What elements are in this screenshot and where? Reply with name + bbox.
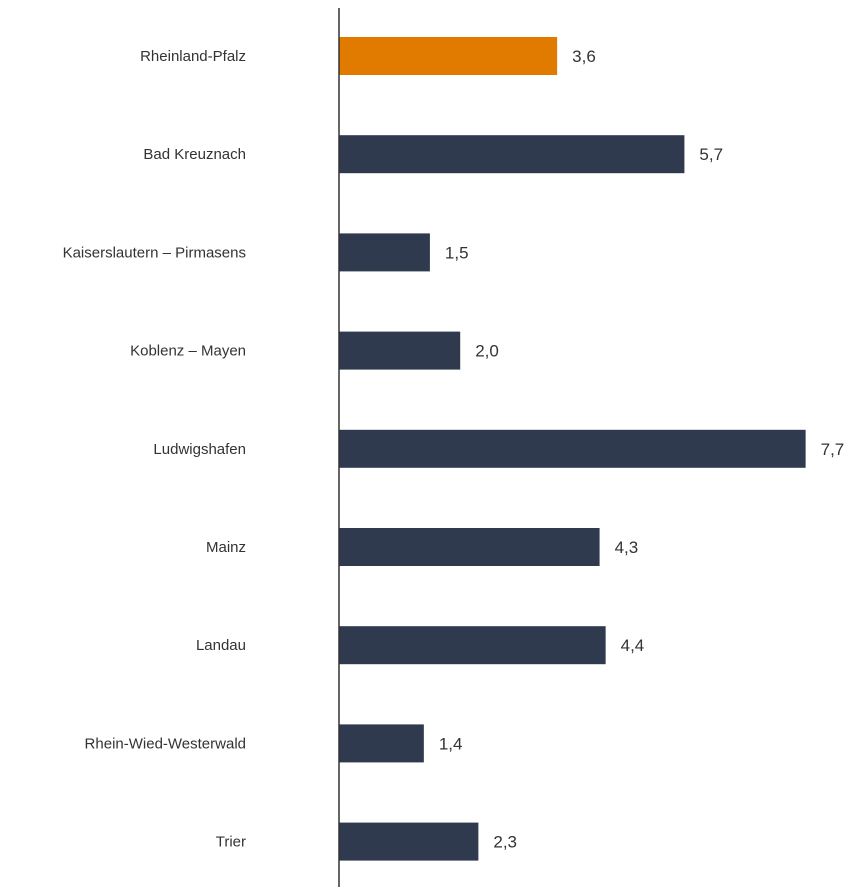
category-label-rheinland-pfalz: Rheinland-Pfalz [140,48,246,65]
category-label-ludwigshafen: Ludwigshafen [153,441,246,458]
bar-kaiserslautern-pirmasens [339,233,430,272]
value-label-kaiserslautern-pirmasens: 1,5 [445,243,469,262]
bar-rheinland-pfalz [339,37,558,75]
value-label-ludwigshafen: 7,7 [821,440,845,459]
bar-trier [339,822,479,861]
bar-rhein-wied-westerwald [339,724,424,763]
bar-mainz [339,528,600,566]
category-label-koblenz-mayen: Koblenz – Mayen [130,343,246,360]
bar-koblenz-mayen [339,331,461,370]
value-label-koblenz-mayen: 2,0 [475,342,499,361]
value-label-rheinland-pfalz: 3,6 [572,47,596,66]
category-label-bad-kreuznach: Bad Kreuznach [143,146,246,163]
value-label-mainz: 4,3 [615,538,639,557]
category-label-rhein-wied-westerwald: Rhein-Wied-Westerwald [85,735,246,752]
bar-ludwigshafen [339,429,806,468]
category-label-mainz: Mainz [206,539,246,556]
value-label-landau: 4,4 [621,636,645,655]
value-label-trier: 2,3 [493,833,517,852]
bars-group [339,37,806,861]
bar-bad-kreuznach [339,135,685,174]
value-labels-group: 3,6 5,7 1,5 2,0 7,7 4,3 4,4 1,4 2,3 [439,47,844,852]
category-label-trier: Trier [216,834,246,851]
value-label-bad-kreuznach: 5,7 [699,145,723,164]
category-label-kaiserslautern-pirmasens: Kaiserslautern – Pirmasens [63,244,246,261]
category-label-landau: Landau [196,637,246,654]
bar-landau [339,626,606,665]
category-labels-group: Rheinland-Pfalz Bad Kreuznach Kaiserslaute… [63,48,246,851]
value-label-rhein-wied-westerwald: 1,4 [439,734,463,753]
